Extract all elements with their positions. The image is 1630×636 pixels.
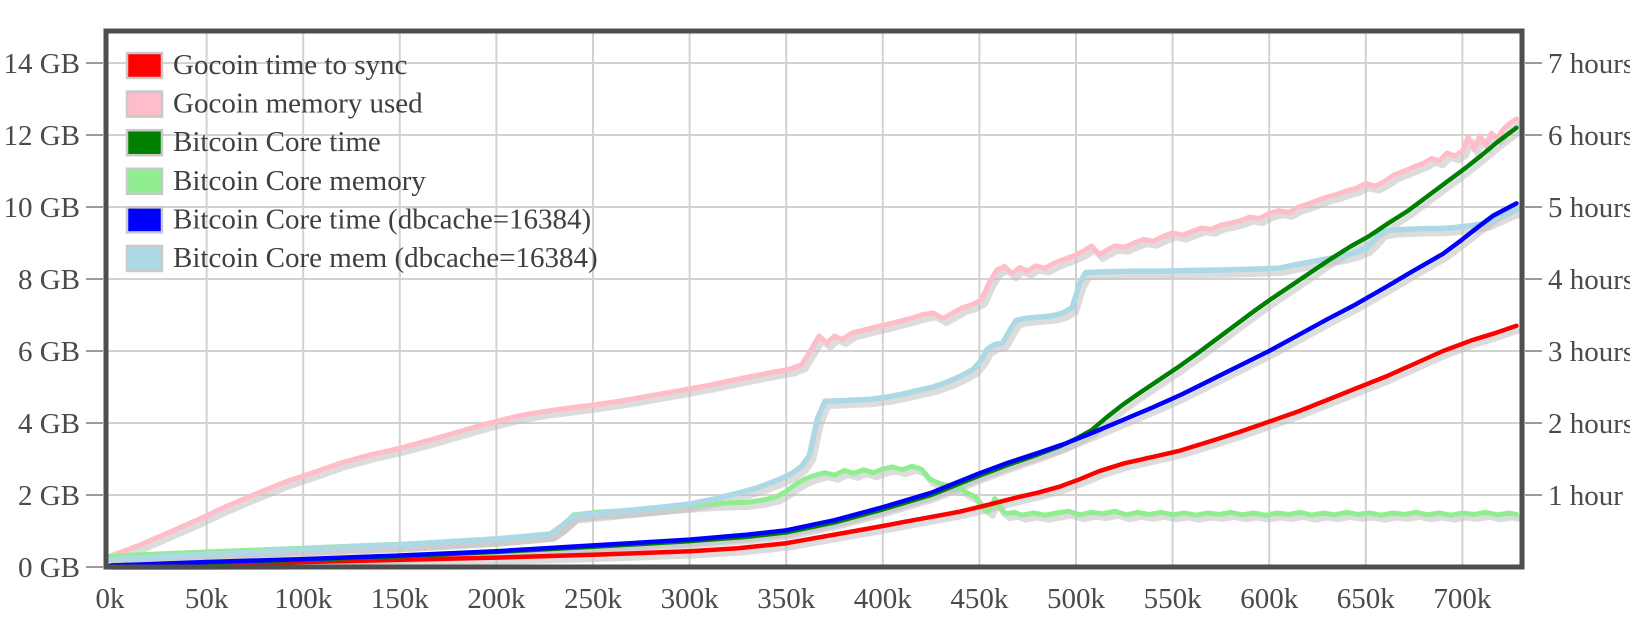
right-axis-label: 2 hours <box>1548 408 1630 440</box>
x-axis-label: 550k <box>1144 583 1203 615</box>
left-axis-label: 2 GB <box>18 480 80 512</box>
left-axis-label: 12 GB <box>3 120 80 152</box>
x-axis-label: 300k <box>661 583 720 615</box>
series-line-1 <box>107 323 1519 569</box>
x-axis-label: 400k <box>854 583 913 615</box>
legend-item: Bitcoin Core time (dbcache=16384) <box>125 203 591 235</box>
x-axis-label: 200k <box>467 583 526 615</box>
left-axis-label: 14 GB <box>3 48 80 80</box>
x-axis-label: 250k <box>564 583 623 615</box>
x-axis-label: 0k <box>96 583 126 615</box>
series-shadow-5 <box>110 205 1522 570</box>
left-axis-label: 6 GB <box>18 336 80 368</box>
series-line-6 <box>107 207 1520 563</box>
x-axis-label: 500k <box>1047 583 1106 615</box>
right-axis-label: 3 hours <box>1548 336 1630 368</box>
legend-item: Gocoin memory used <box>125 88 423 120</box>
legend-swatch <box>125 167 164 196</box>
left-axis-label: 8 GB <box>18 264 80 296</box>
legend-label: Gocoin memory used <box>173 88 423 120</box>
legend-item: Bitcoin Core time <box>125 126 381 158</box>
right-axis-label: 5 hours <box>1548 192 1630 224</box>
legend-swatch <box>125 51 164 80</box>
x-axis-label: 450k <box>950 583 1009 615</box>
legend-item: Bitcoin Core mem (dbcache=16384) <box>125 242 598 274</box>
axis-labels: 0 GB 2 GB 4 GB 6 GB 8 GB 10 GB 12 GB 14 GB 1 hou… <box>3 48 1630 615</box>
x-axis-label: 650k <box>1337 583 1396 615</box>
left-axis-label: 10 GB <box>3 192 80 224</box>
series-shadow-6 <box>110 211 1522 568</box>
legend: Gocoin time to sync Gocoin memory used Bit… <box>125 49 598 274</box>
series-line-5 <box>107 201 1519 568</box>
x-axis-label: 100k <box>274 583 333 615</box>
series-line-2 <box>107 116 1519 559</box>
plot-border <box>103 28 1525 570</box>
legend-label: Gocoin time to sync <box>173 49 407 81</box>
series-shadow-2 <box>110 120 1522 564</box>
x-axis-label: 150k <box>371 583 430 615</box>
legend-swatch <box>125 90 164 118</box>
legend-label: Bitcoin Core memory <box>173 165 426 197</box>
left-axis-label: 4 GB <box>18 408 80 440</box>
left-axis-label: 0 GB <box>18 552 80 584</box>
right-axis-label: 1 hour <box>1548 480 1623 512</box>
right-axis-label: 7 hours <box>1548 48 1630 80</box>
legend-item: Bitcoin Core memory <box>125 165 426 197</box>
legend-label: Bitcoin Core time (dbcache=16384) <box>173 203 591 235</box>
legend-label: Bitcoin Core time <box>173 126 381 158</box>
series-layer <box>107 116 1522 570</box>
axis-ticks <box>86 62 1542 568</box>
legend-item: Gocoin time to sync <box>125 49 407 81</box>
right-axis-label: 6 hours <box>1548 120 1630 152</box>
x-axis-label: 350k <box>757 583 816 615</box>
x-axis-label: 700k <box>1433 583 1492 615</box>
x-axis-label: 50k <box>185 583 229 615</box>
legend-swatch <box>125 244 164 273</box>
series-shadows <box>110 120 1522 570</box>
series-shadow-1 <box>110 327 1522 570</box>
right-axis-label: 4 hours <box>1548 264 1630 296</box>
legend-swatch <box>125 128 164 157</box>
x-axis-label: 600k <box>1240 583 1299 615</box>
legend-swatch <box>125 206 164 234</box>
legend-label: Bitcoin Core mem (dbcache=16384) <box>173 242 598 274</box>
